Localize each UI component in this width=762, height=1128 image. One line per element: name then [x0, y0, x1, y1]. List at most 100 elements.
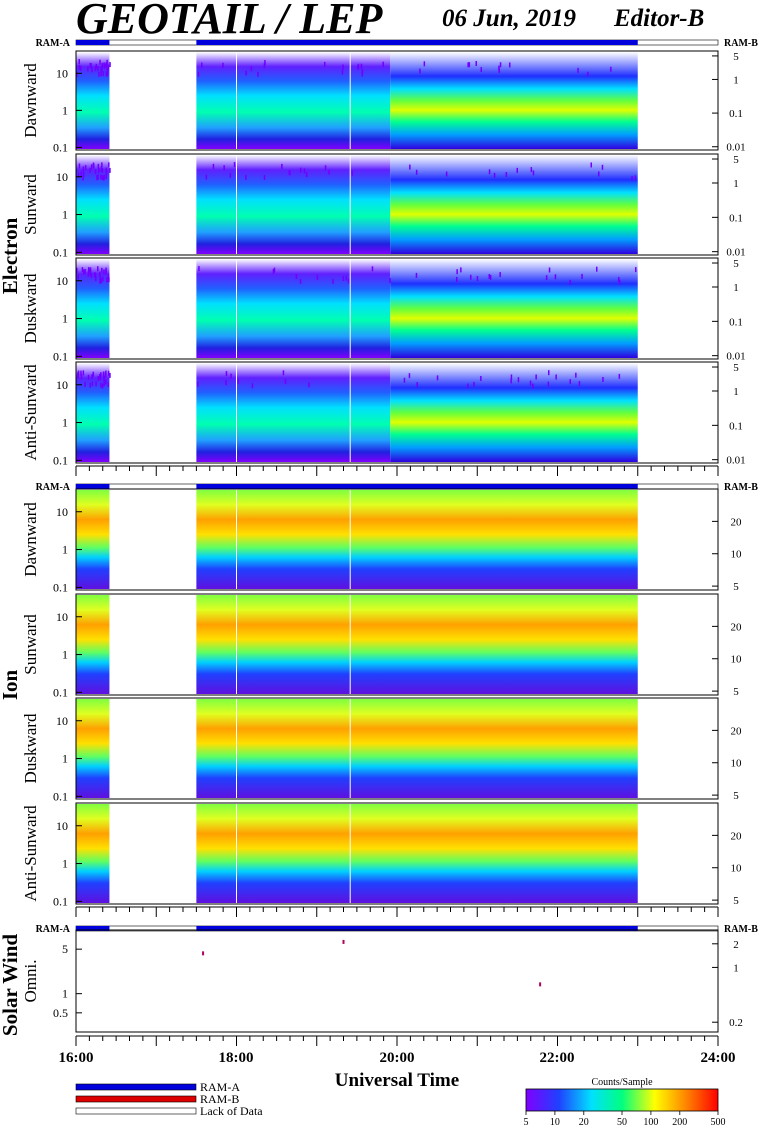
y-tick-label: 10: [56, 819, 68, 833]
noise-speck: [94, 169, 97, 175]
noise-speck: [419, 68, 421, 74]
ram-a-segment: [196, 40, 638, 45]
noise-speck: [101, 175, 104, 181]
ram-a-segment: [196, 926, 638, 931]
noise-speck: [91, 381, 94, 387]
noise-speck: [467, 62, 469, 68]
noise-speck: [282, 370, 285, 376]
y-tick-label: 5: [62, 942, 68, 956]
noise-speck: [109, 167, 111, 173]
noise-speck: [415, 272, 418, 278]
noise-speck: [305, 172, 308, 178]
ram-a-label: RAM-A: [36, 924, 71, 935]
data-point: [539, 982, 542, 987]
noise-speck: [108, 162, 110, 168]
ram-a-label: RAM-A: [36, 38, 71, 49]
noise-speck: [488, 274, 490, 279]
noise-speck: [100, 166, 103, 172]
noise-speck: [631, 175, 633, 181]
noise-speck: [516, 167, 518, 173]
noise-speck: [106, 71, 108, 77]
noise-speck: [328, 169, 330, 175]
noise-speck: [105, 174, 107, 180]
noise-speck: [475, 61, 477, 66]
y-tick-label: 1: [62, 208, 68, 222]
right-tick-label: 0.1: [729, 420, 743, 432]
noise-speck: [99, 276, 101, 282]
noise-speck: [554, 274, 557, 280]
noise-speck: [476, 276, 479, 281]
noise-speck: [225, 380, 227, 386]
noise-speck: [105, 169, 108, 175]
ram-a-segment: [196, 484, 638, 489]
y-tick-label: 1: [62, 648, 68, 662]
panel-electron-anti-sunward: Anti-Sunward 10 1 0.1 5 1 0.1 0.01: [21, 361, 746, 467]
noise-speck: [341, 69, 344, 75]
noise-speck: [89, 382, 91, 388]
noise-speck: [77, 373, 79, 379]
noise-speck: [100, 382, 102, 388]
noise-speck: [91, 374, 93, 380]
noise-speck: [347, 278, 350, 284]
right-tick-label: 20: [731, 621, 743, 633]
noise-speck: [97, 174, 99, 180]
noise-speck: [78, 59, 80, 64]
ram-legend: RAM-A RAM-B Lack of Data: [75, 1080, 263, 1118]
noise-speck: [77, 172, 80, 178]
noise-speck: [308, 382, 310, 388]
noise-speck: [89, 268, 91, 274]
noise-speck: [618, 277, 620, 282]
noise-speck: [91, 67, 93, 73]
noise-speck: [87, 66, 89, 72]
noise-speck: [95, 276, 97, 282]
x-axis: 16:00 18:00 20:00 22:00 24:00 Universal …: [59, 1050, 736, 1091]
right-tick-label: 5: [733, 258, 739, 270]
y-tick-label: 0.1: [53, 140, 68, 154]
noise-speck: [101, 62, 103, 68]
noise-speck: [97, 163, 100, 169]
panel-solar-wind-omni.: Omni. 5 1 0.5 2 1 0.2: [21, 929, 743, 1033]
noise-speck: [480, 67, 482, 73]
noise-speck: [100, 71, 102, 77]
legend-label-ram-b: RAM-B: [200, 1092, 239, 1106]
noise-speck: [104, 63, 106, 69]
noise-speck: [105, 71, 108, 77]
y-tick-label: 10: [56, 66, 68, 80]
noise-speck: [436, 375, 439, 381]
panel-frame: [75, 153, 719, 256]
time-tick-strip: [75, 465, 719, 476]
noise-speck: [102, 71, 105, 77]
panel-frame: [75, 361, 719, 464]
y-tick-label: 0.5: [53, 1006, 68, 1020]
spectrogram-segment: [390, 155, 638, 254]
noise-speck: [587, 71, 589, 77]
noise-speck: [498, 65, 500, 71]
right-tick-label: 2: [733, 939, 739, 951]
noise-speck: [289, 170, 291, 176]
panel-ion-anti-sunward: Anti-Sunward 10 1 0.1 20 10 5: [21, 802, 742, 908]
noise-speck: [415, 169, 418, 175]
right-tick-label: 20: [731, 725, 743, 737]
noise-speck: [408, 373, 411, 379]
panel-electron-duskward: Duskward 10 1 0.1 5 1 0.1 0.01: [21, 257, 746, 363]
noise-speck: [109, 372, 111, 378]
colorbar-tick-label: 100: [643, 1117, 658, 1128]
right-tick-label: 0.1: [729, 108, 743, 120]
panel-frame: [75, 802, 719, 905]
noise-speck: [324, 61, 326, 67]
y-tick-label: 1: [62, 416, 68, 430]
noise-speck: [223, 165, 225, 171]
noise-speck: [596, 266, 598, 272]
noise-speck: [98, 168, 100, 173]
spectrogram-segment: [390, 259, 638, 358]
noise-speck: [102, 372, 105, 378]
noise-speck: [468, 62, 471, 68]
noise-speck: [389, 278, 391, 283]
right-tick-label: 10: [731, 758, 743, 770]
panel-ylabel: Anti-Sunward: [21, 364, 40, 461]
noise-speck: [299, 278, 302, 284]
panel-frame: [75, 929, 719, 1033]
noise-speck: [530, 167, 533, 173]
ram-a-segment: [76, 40, 110, 45]
editor-label: Editor-B: [613, 5, 704, 32]
